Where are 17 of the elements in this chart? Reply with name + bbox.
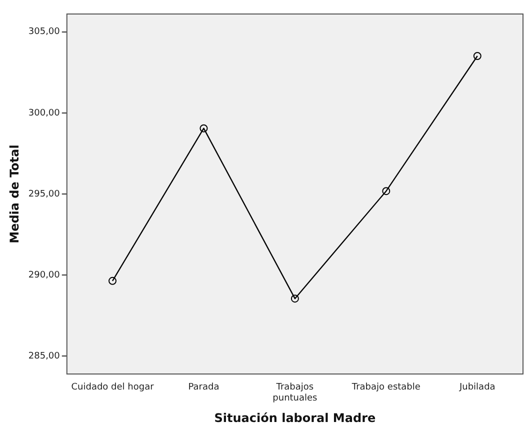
x-tick-label: Trabajos puntuales: [272, 382, 318, 404]
y-axis-title: Media de Total: [7, 144, 22, 244]
point: [473, 52, 482, 60]
x-tick-label: Trabajo estable: [350, 382, 421, 393]
point: [290, 294, 299, 303]
x-tick-label: Cuidado del hogar: [71, 382, 154, 393]
point: [108, 276, 116, 285]
y-tick-label: 300,00: [28, 108, 60, 118]
x-axis-title: Situación laboral Madre: [214, 410, 376, 425]
y-tick-label: 290,00: [28, 270, 60, 280]
y-tick-label: 285,00: [28, 352, 60, 362]
x-tick-label: Jubilada: [458, 382, 496, 393]
x-tick-label: Parada: [188, 382, 220, 393]
point: [200, 124, 208, 132]
y-tick-label: 295,00: [28, 189, 60, 200]
y-tick-label: 305,00: [28, 27, 60, 38]
point: [382, 187, 390, 196]
